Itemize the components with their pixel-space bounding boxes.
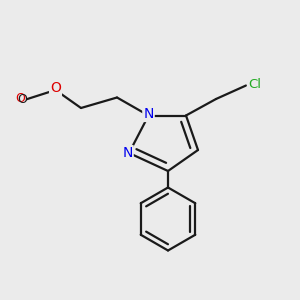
Text: O: O <box>15 92 25 106</box>
Text: O: O <box>17 93 27 106</box>
Text: Cl: Cl <box>248 78 261 92</box>
Text: O: O <box>50 82 61 95</box>
Text: N: N <box>143 107 154 121</box>
Text: N: N <box>122 146 133 160</box>
